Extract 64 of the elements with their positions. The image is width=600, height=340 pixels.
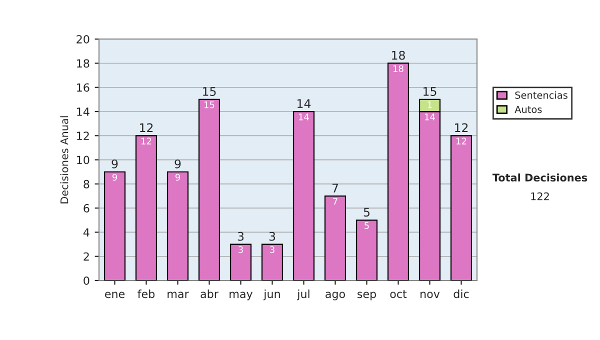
data-label: 7 <box>333 198 338 205</box>
total-label: 5 <box>364 208 370 217</box>
total-label: 18 <box>392 50 405 60</box>
x-tick-label: sep <box>358 292 376 300</box>
x-tick-label: may <box>230 292 253 300</box>
data-label: 3 <box>238 246 243 254</box>
bar <box>198 98 220 280</box>
y-tick-label: 4 <box>83 228 90 236</box>
bar <box>450 135 472 280</box>
data-label: 3 <box>270 246 274 254</box>
total-label: 9 <box>174 159 181 168</box>
total-label: 3 <box>238 232 244 241</box>
bar <box>292 110 315 280</box>
x-tick-label: jun <box>263 290 280 300</box>
y-tick-label: 12 <box>77 132 89 140</box>
bar <box>135 135 158 280</box>
data-label: 5 <box>364 222 369 229</box>
data-label: 12 <box>142 138 152 144</box>
text: 122 <box>531 192 549 200</box>
x-tick-label: dic <box>454 290 469 298</box>
y-tick-label: 20 <box>76 35 90 44</box>
total-label: 3 <box>269 232 276 241</box>
y-tick-label: 16 <box>77 83 90 92</box>
total-label: 15 <box>203 87 216 96</box>
data-label: 1 <box>428 102 432 108</box>
y-tick-label: 18 <box>77 59 90 68</box>
total-label: 14 <box>298 99 311 108</box>
x-tick-label: feb <box>138 290 155 298</box>
x-tick-label: jul <box>296 290 310 300</box>
bar <box>166 171 189 280</box>
bar <box>324 195 346 280</box>
bar <box>387 62 410 280</box>
bar <box>261 244 284 280</box>
data-label: 12 <box>456 138 466 144</box>
legend-label: Autos <box>514 106 542 114</box>
legend-label: Sentencias <box>515 91 568 99</box>
bar <box>356 220 378 280</box>
bar <box>104 171 126 280</box>
total-label: 15 <box>424 87 436 96</box>
x-tick-label: oct <box>390 290 407 298</box>
total-label: 12 <box>455 123 468 132</box>
y-tick-label: 8 <box>84 180 90 188</box>
data-label: 18 <box>394 65 404 72</box>
x-tick-label: mar <box>168 292 189 298</box>
total-label: 9 <box>112 159 118 168</box>
data-label: 14 <box>425 114 435 120</box>
x-tick-label: ago <box>326 292 345 300</box>
y-tick-label: 10 <box>77 156 90 164</box>
data-label: 14 <box>299 114 309 120</box>
x-tick-label: nov <box>420 292 440 298</box>
y-tick-label: 6 <box>84 204 90 212</box>
data-label: 15 <box>204 102 214 108</box>
data-label: 9 <box>175 174 180 181</box>
text: Total Decisiones <box>492 173 588 182</box>
bar <box>230 244 252 280</box>
data-label: 9 <box>112 174 117 181</box>
y-axis-title: Decisiones Anual <box>60 116 68 204</box>
x-tick-label: ene <box>105 292 125 298</box>
y-tick-label: 2 <box>84 252 89 261</box>
y-tick-label: 0 <box>84 276 90 285</box>
x-tick-label: abr <box>200 290 218 298</box>
total-label: 12 <box>140 123 153 132</box>
y-tick-label: 14 <box>77 108 90 116</box>
total-label: 7 <box>332 184 338 192</box>
